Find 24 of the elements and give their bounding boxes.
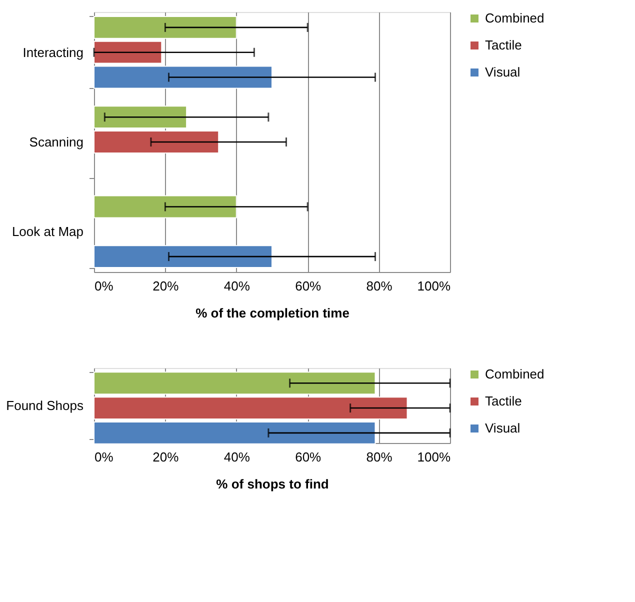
y-tick-label: Interacting bbox=[22, 44, 84, 60]
y-tick-label: Found Shops bbox=[6, 398, 84, 413]
x-tick-label: 40% bbox=[224, 278, 250, 294]
x-axis-title: % of the completion time bbox=[196, 306, 350, 320]
legend-label: Combined bbox=[485, 366, 544, 382]
x-tick-label: 0% bbox=[94, 278, 114, 294]
x-tick-label: 40% bbox=[224, 450, 250, 464]
y-tick-label: Scanning bbox=[29, 134, 84, 150]
legend-label: Combined bbox=[485, 10, 544, 26]
x-tick-label: 20% bbox=[152, 450, 180, 464]
legend-label: Visual bbox=[485, 420, 520, 436]
x-tick-label: 80% bbox=[366, 278, 393, 294]
x-axis-title: % of shops to find bbox=[216, 476, 329, 492]
x-tick-label: 20% bbox=[152, 278, 180, 294]
legend-label: Tactile bbox=[485, 38, 522, 52]
legend-label: Visual bbox=[485, 64, 520, 80]
x-tick-label: 60% bbox=[295, 278, 322, 294]
x-tick-label: 80% bbox=[366, 450, 393, 464]
y-tick-label: Look at Map bbox=[12, 224, 84, 240]
x-tick-label: 0% bbox=[94, 450, 114, 464]
x-tick-label: 100% bbox=[417, 450, 451, 464]
x-tick-label: 100% bbox=[417, 278, 451, 294]
legend-label: Tactile bbox=[485, 394, 522, 408]
x-tick-label: 60% bbox=[295, 450, 322, 464]
